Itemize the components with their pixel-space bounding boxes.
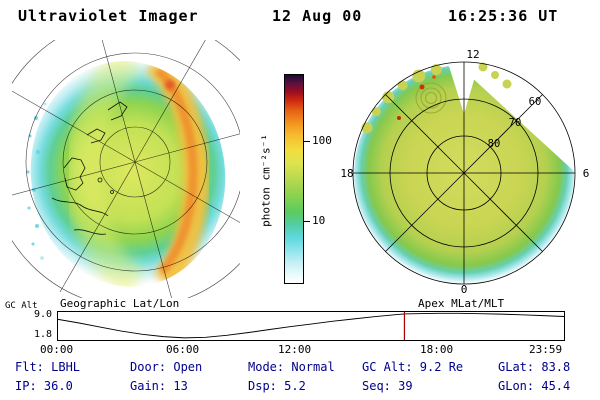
status-door: Door: Open <box>130 360 203 374</box>
gc-alt-curve <box>58 312 564 339</box>
status-glon: GLon: 45.4 <box>498 379 571 393</box>
hot-spots <box>397 75 436 120</box>
mlat-mlt-grid <box>352 61 576 285</box>
aurora-emission <box>67 50 210 298</box>
gc-alt-curve-canvas <box>58 312 564 340</box>
observation-date: 12 Aug 00 <box>272 7 363 25</box>
image-edge-cut <box>454 60 576 173</box>
lat-label-60: 60 <box>529 96 542 108</box>
x-tick-1800: 18:00 <box>420 343 454 356</box>
timeline-ymin-label: 1.8 <box>33 329 52 340</box>
mlt-label-18: 18 <box>340 167 353 180</box>
x-tick-1200: 12:00 <box>278 343 312 356</box>
colorbar-tick-label-10: 10 <box>312 214 326 227</box>
status-gc-alt: GC Alt: 9.2 Re <box>362 360 464 374</box>
mlt-label-0: 0 <box>461 283 468 296</box>
coastlines <box>51 101 128 235</box>
status-seq: Seq: 39 <box>362 379 413 393</box>
x-tick-0000: 00:00 <box>40 343 74 356</box>
colorbar-tick-label-100: 100 <box>312 134 332 147</box>
mlt-label-6: 6 <box>583 167 590 180</box>
app-title: Ultraviolet Imager <box>18 7 199 25</box>
apex-caption: Apex MLat/MLT <box>418 297 505 310</box>
colorbar-unit-label: photon cm⁻²s⁻¹ <box>259 134 273 227</box>
x-tick-0600: 06:00 <box>166 343 200 356</box>
status-filter: Flt: LBHL <box>15 360 81 374</box>
lat-label-80: 80 <box>488 138 501 150</box>
timeline-y-label: GC Alt <box>5 301 38 311</box>
ring-artifacts <box>415 82 447 114</box>
observation-time: 16:25:36 UT <box>448 7 559 25</box>
status-gain: Gain: 13 <box>130 379 188 393</box>
colorbar <box>284 74 304 284</box>
lat-lon-grid <box>12 40 240 298</box>
x-tick-2359: 23:59 <box>529 343 563 356</box>
gc-alt-plot <box>57 311 565 341</box>
colorbar-tick-10 <box>304 221 310 222</box>
lat-label-70: 70 <box>509 117 522 129</box>
mlt-label-12: 12 <box>466 48 479 61</box>
apex-uv-image: 12 18 6 0 80 70 60 <box>340 48 590 296</box>
status-mode: Mode: Normal <box>248 360 335 374</box>
geographic-uv-image <box>12 40 240 298</box>
image-top-notch <box>448 63 479 114</box>
status-dsp: Dsp: 5.2 <box>248 379 306 393</box>
timeline-ymax-label: 9.0 <box>33 309 52 320</box>
geographic-caption: Geographic Lat/Lon <box>60 297 180 310</box>
status-glat: GLat: 83.8 <box>498 360 571 374</box>
status-ip: IP: 36.0 <box>15 379 73 393</box>
colorbar-tick-100 <box>304 141 310 142</box>
